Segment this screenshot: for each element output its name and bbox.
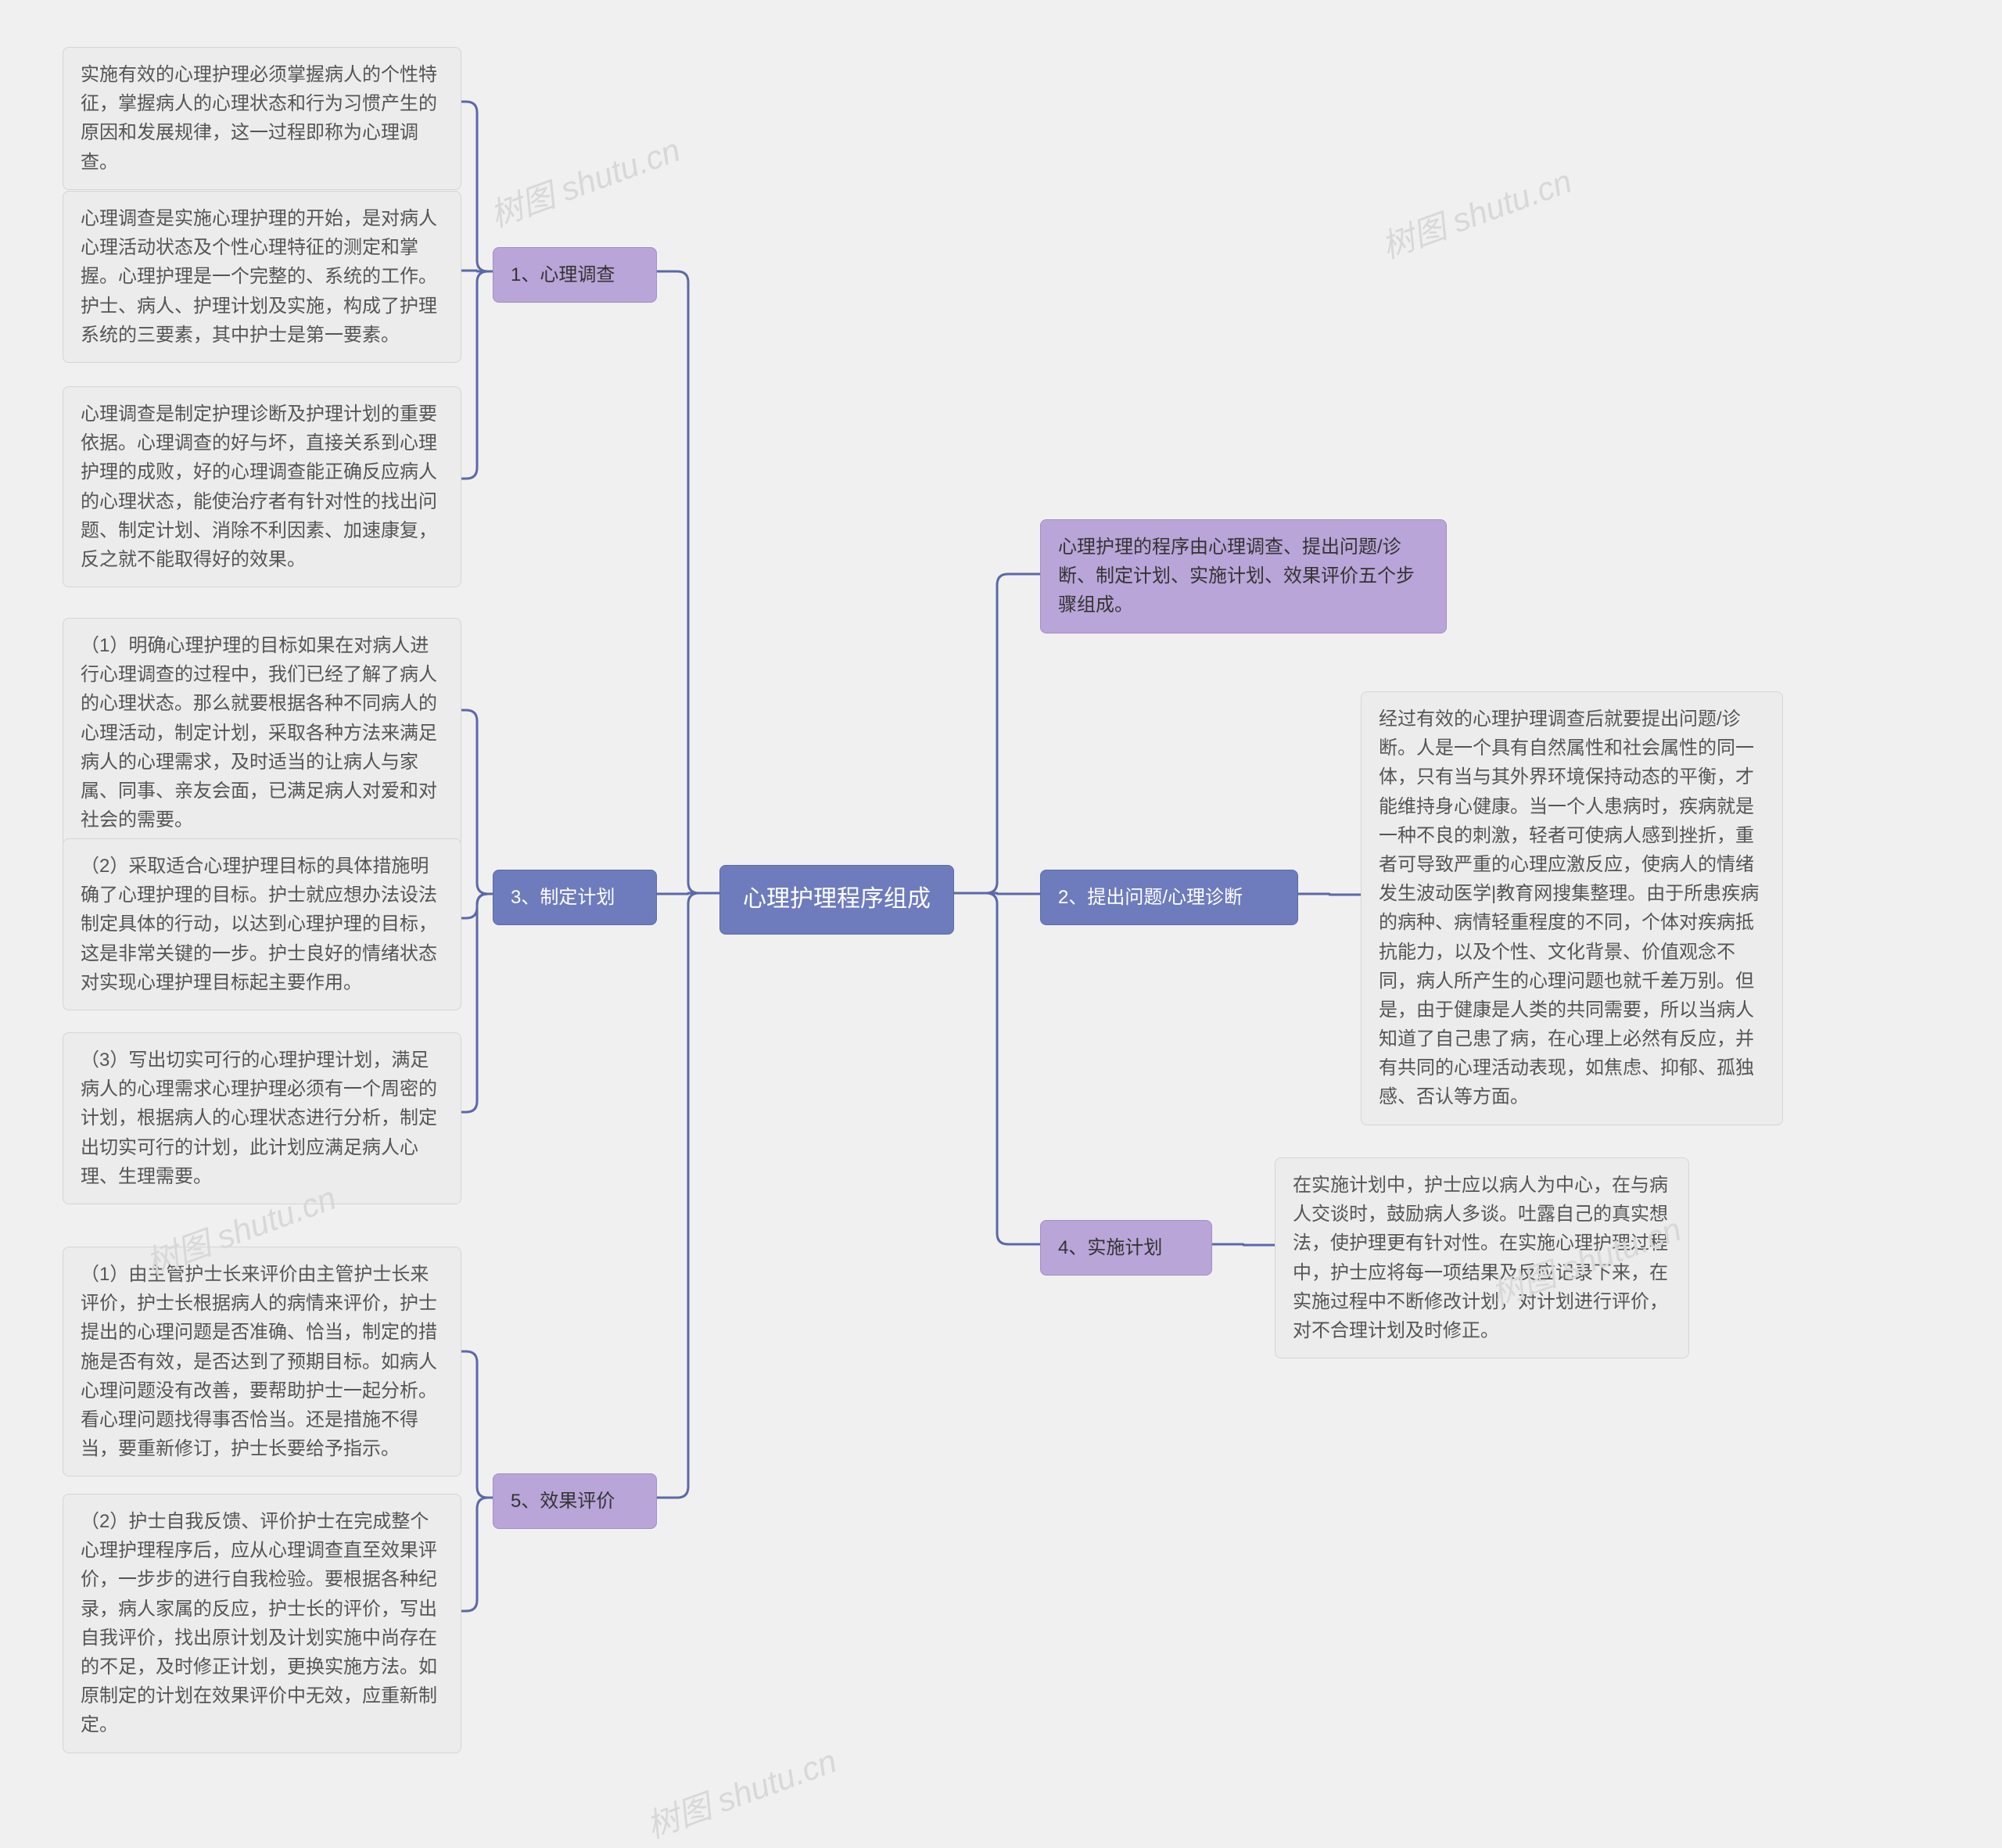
root-node[interactable]: 心理护理程序组成 [719, 865, 954, 935]
branch-step5[interactable]: 5、效果评价 [493, 1473, 657, 1529]
leaf-step4-0[interactable]: 在实施计划中，护士应以病人为中心，在与病人交谈时，鼓励病人多谈。吐露自己的真实想… [1275, 1157, 1689, 1358]
leaf-step3-2[interactable]: （3）写出切实可行的心理护理计划，满足病人的心理需求心理护理必须有一个周密的计划… [63, 1032, 461, 1204]
leaf-step1-1[interactable]: 心理调查是实施心理护理的开始，是对病人心理活动状态及个性心理特征的测定和掌握。心… [63, 191, 461, 363]
branch-intro[interactable]: 心理护理的程序由心理调查、提出问题/诊断、制定计划、实施计划、效果评价五个步骤组… [1040, 519, 1447, 633]
leaf-step3-1[interactable]: （2）采取适合心理护理目标的具体措施明确了心理护理的目标。护士就应想办法设法制定… [63, 838, 461, 1010]
leaf-step5-0[interactable]: （1）由主管护士长来评价由主管护士长来评价，护士长根据病人的病情来评价，护士提出… [63, 1247, 461, 1477]
leaf-step3-0[interactable]: （1）明确心理护理的目标如果在对病人进行心理调查的过程中，我们已经了解了病人的心… [63, 618, 461, 848]
branch-step3[interactable]: 3、制定计划 [493, 870, 657, 925]
leaf-step1-0[interactable]: 实施有效的心理护理必须掌握病人的个性特征，掌握病人的心理状态和行为习惯产生的原因… [63, 47, 461, 190]
leaf-step5-1[interactable]: （2）护士自我反馈、评价护士在完成整个心理护理程序后，应从心理调查直至效果评价，… [63, 1494, 461, 1753]
branch-step4[interactable]: 4、实施计划 [1040, 1220, 1212, 1276]
watermark: 树图 shutu.cn [483, 124, 686, 236]
branch-step1[interactable]: 1、心理调查 [493, 247, 657, 303]
watermark: 树图 shutu.cn [639, 1735, 842, 1847]
leaf-step2-0[interactable]: 经过有效的心理护理调查后就要提出问题/诊断。人是一个具有自然属性和社会属性的同一… [1361, 691, 1783, 1125]
leaf-step1-2[interactable]: 心理调查是制定护理诊断及护理计划的重要依据。心理调查的好与坏，直接关系到心理护理… [63, 386, 461, 587]
watermark: 树图 shutu.cn [1374, 155, 1577, 267]
mindmap-canvas: 心理护理程序组成 心理护理的程序由心理调查、提出问题/诊断、制定计划、实施计划、效… [0, 0, 2002, 1837]
branch-step2[interactable]: 2、提出问题/心理诊断 [1040, 870, 1298, 925]
